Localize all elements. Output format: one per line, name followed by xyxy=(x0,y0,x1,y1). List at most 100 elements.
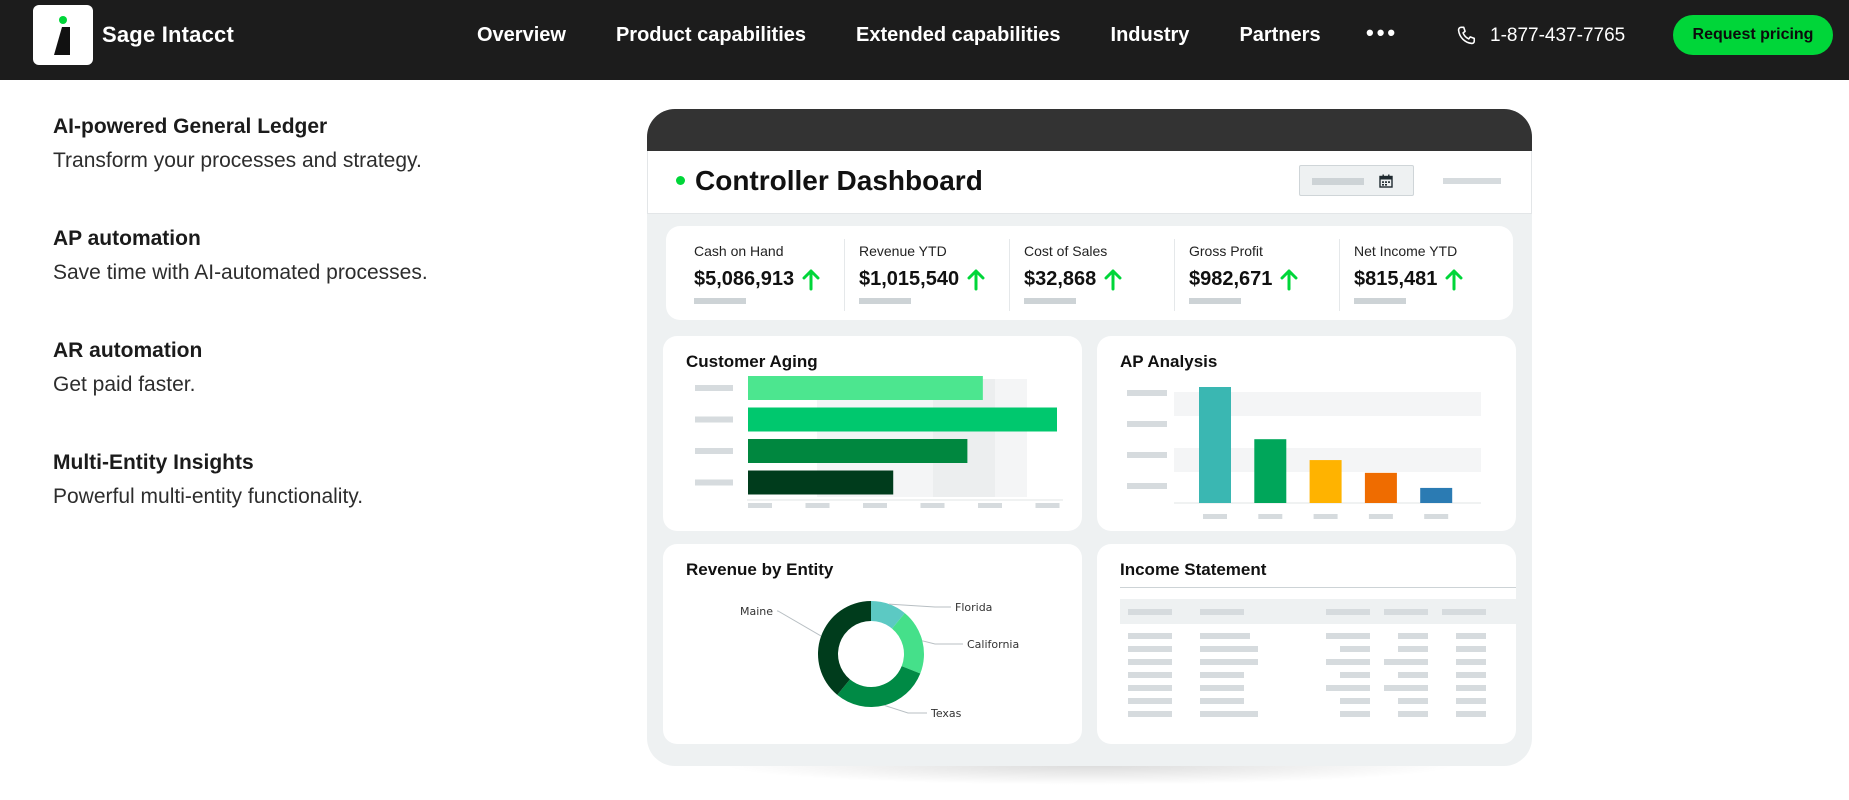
header-placeholder xyxy=(1326,609,1370,615)
kpi-placeholder xyxy=(1189,298,1241,304)
customer-aging-card[interactable]: Customer Aging xyxy=(663,336,1082,531)
table-cell-placeholder xyxy=(1398,633,1428,639)
table-cell-placeholder xyxy=(1128,659,1172,665)
card-title: Customer Aging xyxy=(686,352,818,371)
up-arrow-icon xyxy=(967,269,985,290)
y-tick-placeholder xyxy=(1127,483,1167,489)
table-cell-placeholder xyxy=(1456,711,1486,717)
aging-bar xyxy=(748,376,983,400)
ap-bar xyxy=(1254,439,1287,503)
x-tick-placeholder xyxy=(1424,514,1449,519)
kpi-value: $982,671 xyxy=(1189,268,1273,290)
table-cell-placeholder xyxy=(1398,672,1428,678)
feature-item-ar-automation[interactable]: AR automation Get paid faster. xyxy=(53,339,613,451)
kpi-value: $32,868 xyxy=(1024,268,1097,290)
logo-dot xyxy=(59,16,67,24)
kpi-net-income-ytd: Net Income YTD $815,481 xyxy=(1326,226,1491,320)
up-arrow-icon xyxy=(1280,269,1298,290)
kpi-revenue-ytd: Revenue YTD $1,015,540 xyxy=(831,226,996,320)
table-cell-placeholder xyxy=(1128,672,1172,678)
feature-description: Powerful multi-entity functionality. xyxy=(53,485,364,508)
table-cell-placeholder xyxy=(1200,698,1244,704)
top-navigation: Sage Intacct Overview Product capabiliti… xyxy=(0,0,1849,80)
table-cell-placeholder xyxy=(1456,646,1486,652)
kpi-divider xyxy=(1339,239,1340,311)
up-arrow-icon xyxy=(1445,269,1463,290)
request-pricing-button[interactable]: Request pricing xyxy=(1673,15,1833,55)
header-placeholder xyxy=(1442,609,1486,615)
dashboard-window-bar xyxy=(647,109,1532,151)
revenue-by-entity-chart: Florida California Texas Maine xyxy=(740,601,1019,720)
dashboard-header: Controller Dashboard xyxy=(647,151,1532,214)
logo-mark xyxy=(54,27,70,55)
kpi-value-row: $815,481 xyxy=(1354,268,1491,291)
kpi-cash-on-hand: Cash on Hand $5,086,913 xyxy=(666,226,831,320)
table-cell-placeholder xyxy=(1384,659,1428,665)
revenue-by-entity-card[interactable]: Revenue by Entity Florida California Texas… xyxy=(663,544,1082,744)
card-title: AP Analysis xyxy=(1120,352,1218,371)
sage-intacct-logo-icon[interactable] xyxy=(33,5,93,65)
donut-leader-line xyxy=(922,640,963,645)
nav-link-industry[interactable]: Industry xyxy=(1110,24,1190,46)
date-picker[interactable] xyxy=(1299,165,1414,196)
kpi-label: Cost of Sales xyxy=(1024,243,1108,259)
header-placeholder xyxy=(1443,178,1501,184)
nav-link-partners[interactable]: Partners xyxy=(1239,24,1321,46)
kpi-value-row: $1,015,540 xyxy=(859,268,996,291)
kpi-divider xyxy=(844,239,845,311)
feature-description: Transform your processes and strategy. xyxy=(53,149,422,172)
table-cell-placeholder xyxy=(1456,698,1486,704)
feature-item-general-ledger[interactable]: AI-powered General Ledger Transform your… xyxy=(53,115,613,227)
donut-label: Texas xyxy=(930,707,962,720)
header-placeholder xyxy=(1128,609,1172,615)
feature-title: AI-powered General Ledger xyxy=(53,115,328,138)
x-tick-placeholder xyxy=(1203,514,1227,519)
feature-description: Save time with AI-automated processes. xyxy=(53,261,428,284)
status-dot xyxy=(676,176,685,185)
table-cell-placeholder xyxy=(1340,698,1370,704)
nav-link-extended-capabilities[interactable]: Extended capabilities xyxy=(856,24,1061,46)
aging-bar xyxy=(748,407,1057,432)
category-label-placeholder xyxy=(695,479,733,486)
ap-bar xyxy=(1420,487,1453,503)
phone-icon[interactable] xyxy=(1455,24,1477,48)
table-header-row xyxy=(1120,599,1520,624)
aging-bar xyxy=(748,470,894,495)
kpi-value: $815,481 xyxy=(1354,268,1438,290)
kpi-value-row: $32,868 xyxy=(1024,268,1161,291)
table-cell-placeholder xyxy=(1398,711,1428,717)
table-cell-placeholder xyxy=(1200,633,1250,639)
more-menu-icon[interactable]: ••• xyxy=(1366,20,1399,45)
x-tick-placeholder xyxy=(1368,514,1393,519)
income-statement-card[interactable]: Income Statement xyxy=(1097,544,1520,744)
dashboard-title: Controller Dashboard xyxy=(695,165,983,196)
y-tick-placeholder xyxy=(1127,390,1167,396)
table-cell-placeholder xyxy=(1326,633,1370,639)
ap-bar xyxy=(1199,387,1231,503)
tick-label-placeholder xyxy=(748,503,772,508)
table-cell-placeholder xyxy=(1200,685,1244,691)
nav-link-product-capabilities[interactable]: Product capabilities xyxy=(615,24,807,46)
nav-link-overview[interactable]: Overview xyxy=(477,24,566,46)
kpi-value: $5,086,913 xyxy=(694,268,795,290)
brand-name[interactable]: Sage Intacct xyxy=(102,22,235,47)
donut-slice xyxy=(892,613,924,674)
date-placeholder xyxy=(1312,178,1364,185)
table-cell-placeholder xyxy=(1128,646,1172,652)
up-arrow-icon xyxy=(802,269,820,290)
ap-analysis-card[interactable]: AP Analysis xyxy=(1097,336,1516,531)
kpi-label: Net Income YTD xyxy=(1354,243,1458,259)
donut-label: Maine xyxy=(740,605,773,618)
kpi-label: Revenue YTD xyxy=(859,243,947,259)
feature-item-multi-entity[interactable]: Multi-Entity Insights Powerful multi-ent… xyxy=(53,451,613,563)
feature-list: AI-powered General Ledger Transform your… xyxy=(53,115,613,563)
tick-label-placeholder xyxy=(1035,503,1060,508)
feature-item-ap-automation[interactable]: AP automation Save time with AI-automate… xyxy=(53,227,613,339)
category-label-placeholder xyxy=(695,448,733,454)
kpi-label: Cash on Hand xyxy=(694,243,784,259)
ap-analysis-chart xyxy=(1127,387,1481,519)
donut-slice xyxy=(837,666,921,707)
calendar-icon xyxy=(1379,174,1393,188)
kpi-value-row: $982,671 xyxy=(1189,268,1326,291)
phone-number[interactable]: 1-877-437-7765 xyxy=(1490,25,1626,46)
